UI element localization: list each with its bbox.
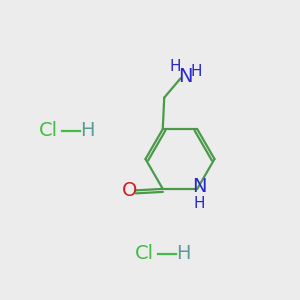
Text: Cl: Cl [134, 244, 154, 263]
Text: H: H [176, 244, 190, 263]
Text: N: N [192, 177, 207, 196]
Text: H: H [190, 64, 202, 79]
Text: Cl: Cl [38, 121, 58, 140]
Text: O: O [122, 181, 137, 200]
Text: H: H [80, 121, 94, 140]
Text: H: H [194, 196, 206, 211]
Text: N: N [178, 67, 192, 86]
Text: H: H [169, 59, 181, 74]
